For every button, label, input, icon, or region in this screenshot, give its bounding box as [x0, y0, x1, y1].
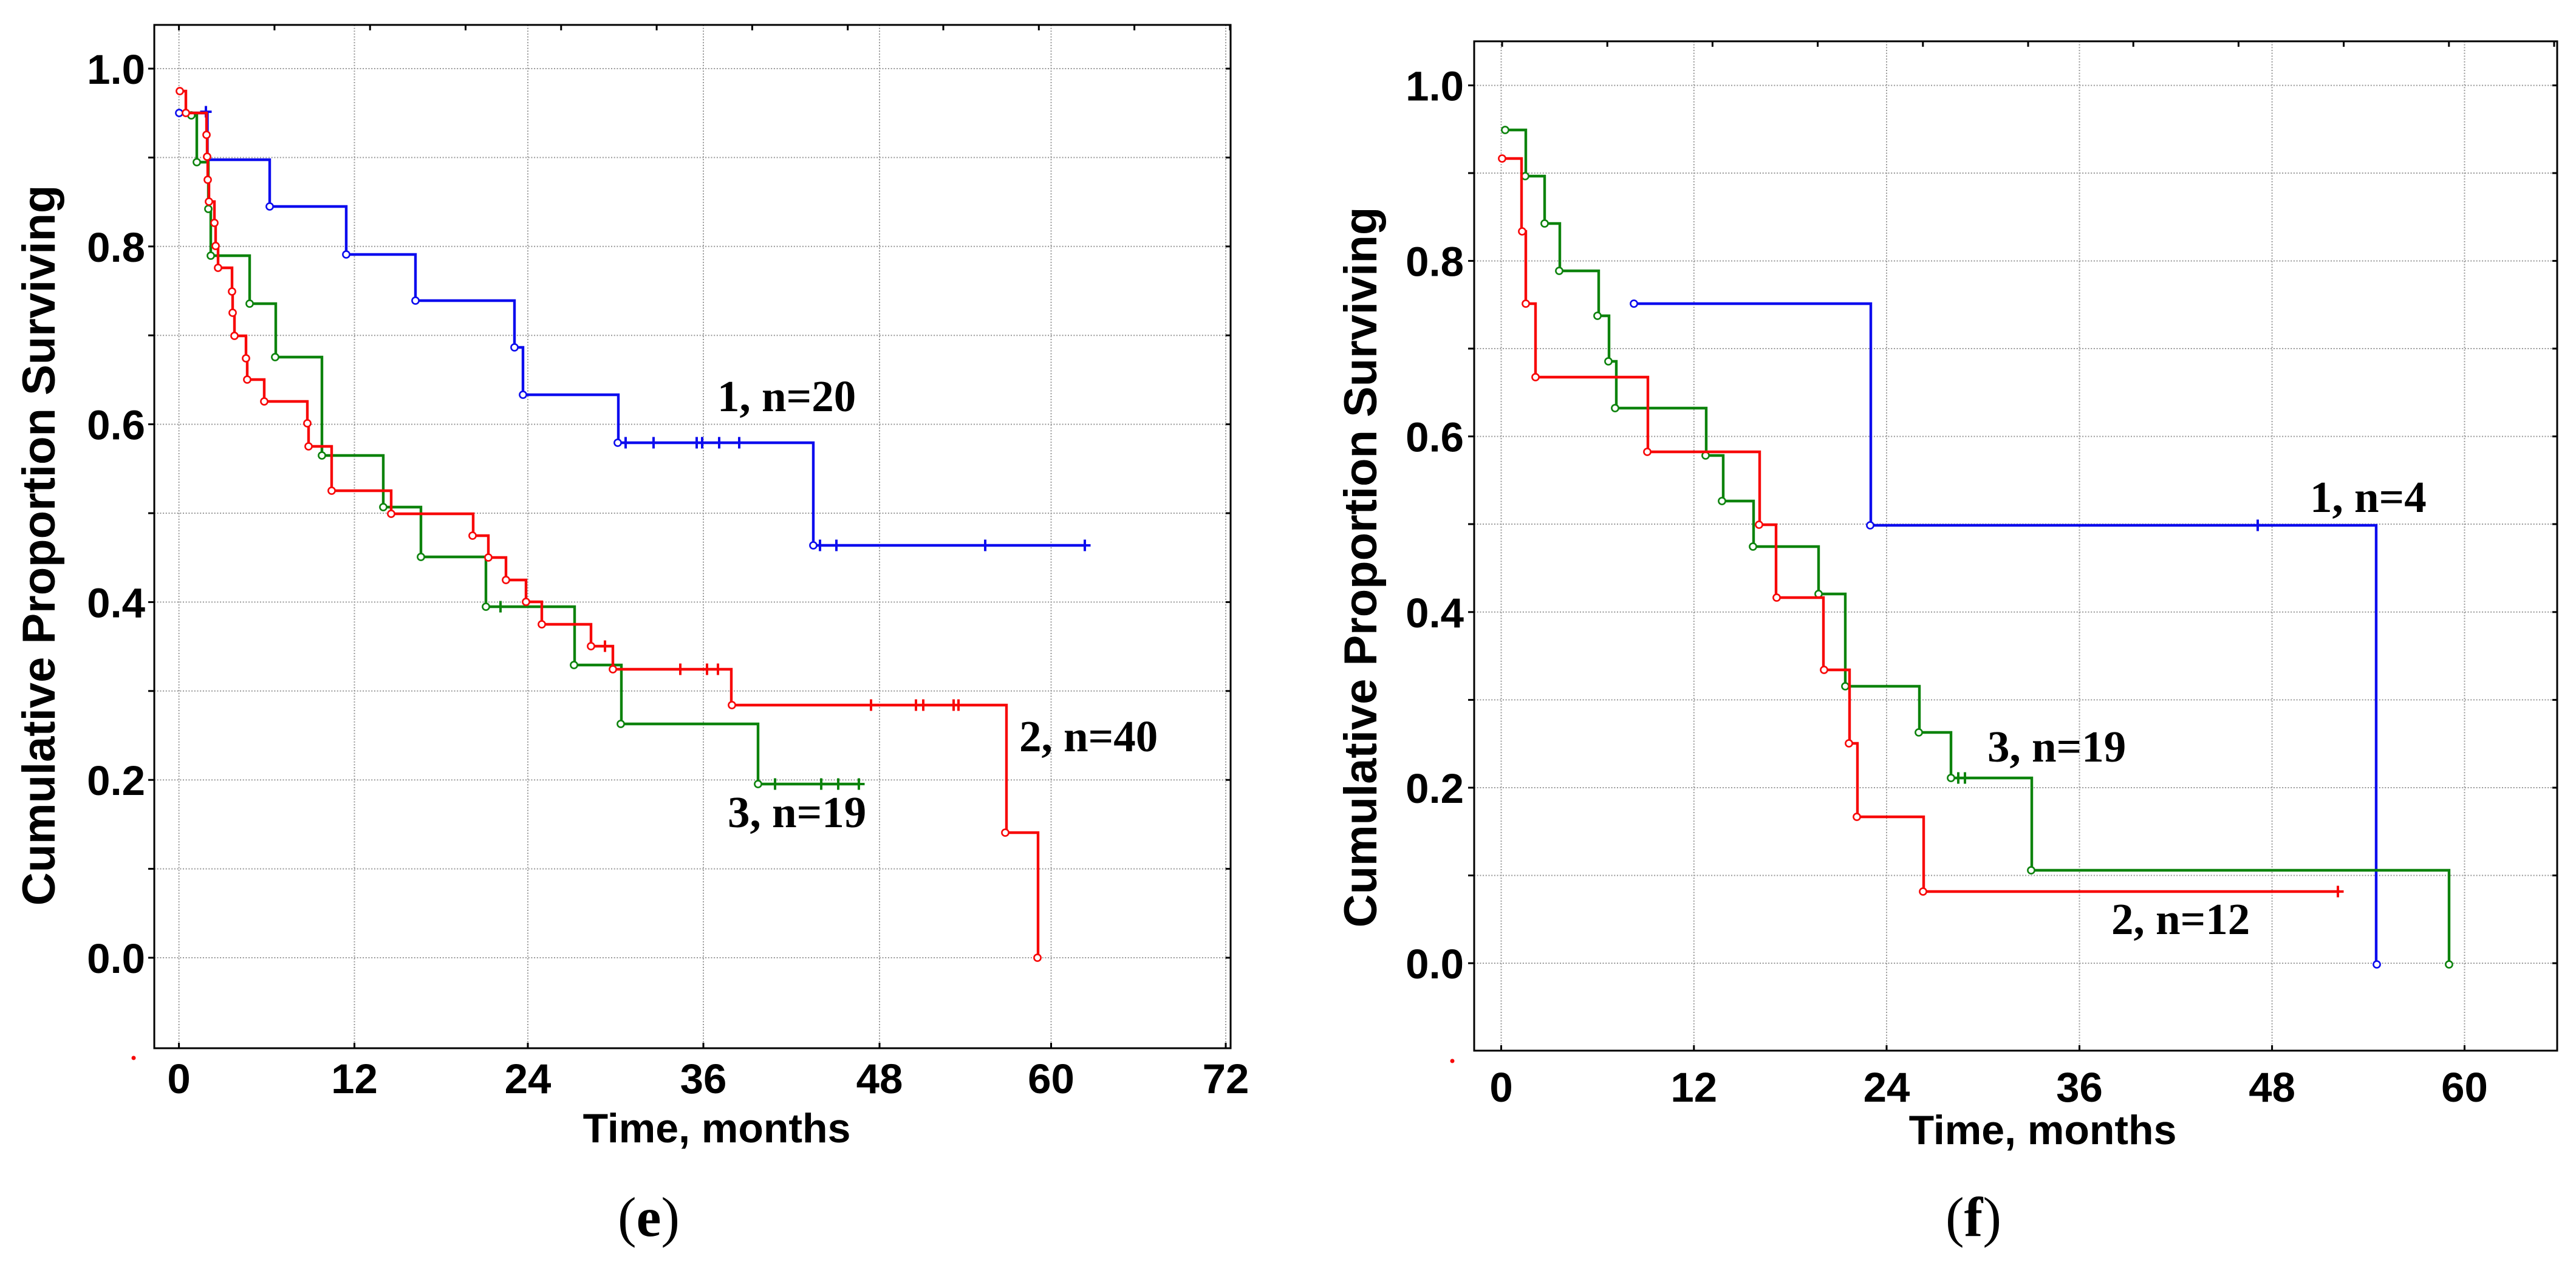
- svg-text:Time, months: Time, months: [583, 1105, 851, 1151]
- svg-text:72: 72: [1203, 1056, 1249, 1102]
- svg-text:(e): (e): [618, 1186, 680, 1248]
- svg-text:0.2: 0.2: [87, 757, 145, 804]
- svg-text:0.8: 0.8: [1406, 239, 1464, 285]
- svg-text:0.8: 0.8: [87, 224, 145, 271]
- svg-text:60: 60: [2441, 1064, 2488, 1111]
- svg-text:1, n=20: 1, n=20: [717, 372, 856, 421]
- svg-text:1.0: 1.0: [87, 46, 145, 93]
- svg-text:0.6: 0.6: [1406, 414, 1464, 461]
- svg-text:36: 36: [2056, 1064, 2103, 1111]
- svg-text:48: 48: [856, 1056, 903, 1102]
- svg-text:1.0: 1.0: [1406, 63, 1464, 110]
- svg-text:12: 12: [1670, 1064, 1717, 1111]
- svg-text:3, n=19: 3, n=19: [1987, 722, 2126, 771]
- svg-text:36: 36: [680, 1056, 727, 1102]
- svg-text:3, n=19: 3, n=19: [728, 788, 866, 837]
- svg-text:0: 0: [167, 1056, 190, 1102]
- svg-text:1, n=4: 1, n=4: [2310, 472, 2427, 522]
- svg-text:0.0: 0.0: [1406, 941, 1464, 987]
- svg-text:Time, months: Time, months: [1909, 1107, 2177, 1153]
- svg-text:0.4: 0.4: [1406, 590, 1464, 636]
- svg-text:2, n=40: 2, n=40: [1019, 712, 1158, 761]
- svg-text:0.2: 0.2: [1406, 765, 1464, 812]
- svg-text:24: 24: [505, 1056, 552, 1102]
- svg-text:0: 0: [1489, 1064, 1512, 1111]
- svg-text:2, n=12: 2, n=12: [2111, 895, 2250, 944]
- svg-text:Cumulative Proportion Survivin: Cumulative Proportion Surviving: [1335, 207, 1387, 928]
- svg-text:(f): (f): [1946, 1186, 2001, 1248]
- svg-text:60: 60: [1028, 1056, 1074, 1102]
- svg-text:24: 24: [1864, 1064, 1910, 1111]
- svg-text:48: 48: [2249, 1064, 2295, 1111]
- svg-text:0.6: 0.6: [87, 402, 145, 449]
- svg-text:0.0: 0.0: [87, 935, 145, 982]
- svg-text:Cumulative Proportion Survivin: Cumulative Proportion Surviving: [13, 185, 65, 906]
- svg-text:12: 12: [331, 1056, 378, 1102]
- svg-text:0.4: 0.4: [87, 579, 145, 626]
